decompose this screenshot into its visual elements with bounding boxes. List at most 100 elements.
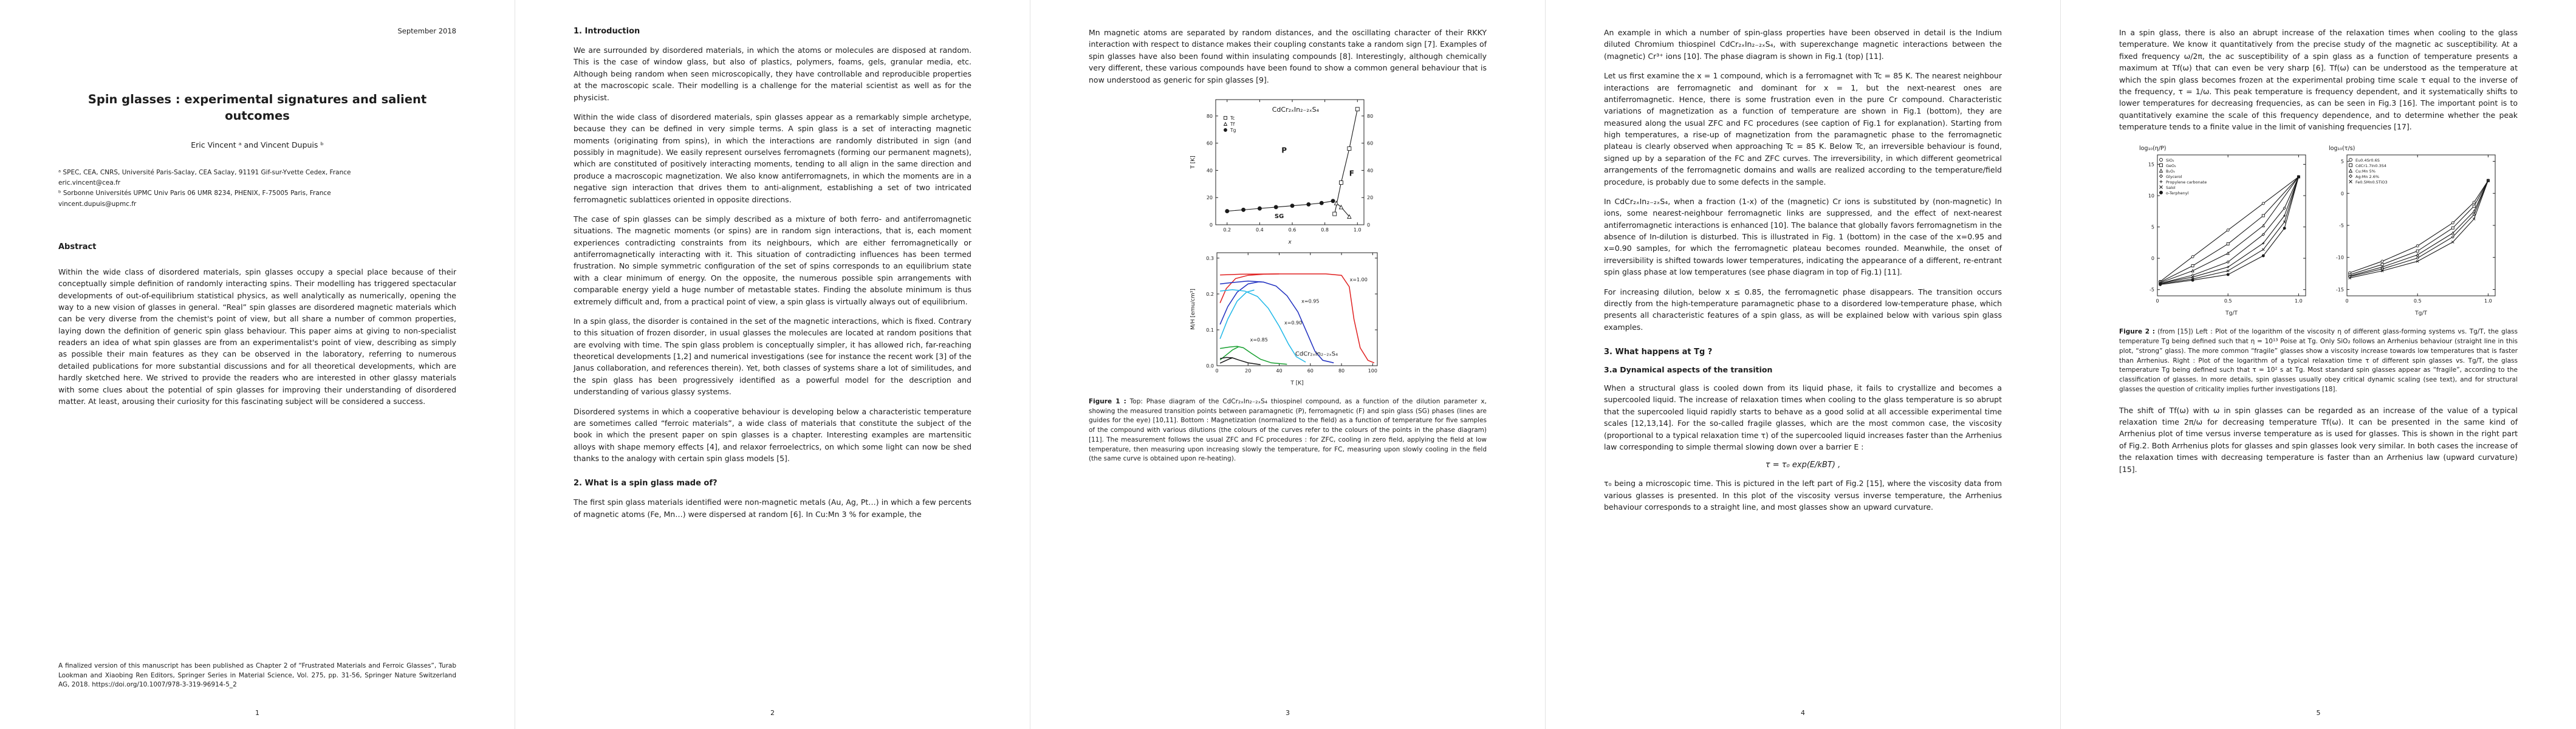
svg-text:0.2: 0.2 (1206, 292, 1214, 297)
svg-text:0: 0 (2341, 191, 2344, 197)
paragraph: Within the wide class of disordered mate… (574, 112, 971, 204)
svg-text:0: 0 (1209, 222, 1212, 228)
svg-text:Propylene carbonate: Propylene carbonate (2166, 180, 2207, 185)
svg-text:40: 40 (1276, 368, 1282, 374)
svg-text:CdCr₂ₓIn₂₋₂ₓS₄: CdCr₂ₓIn₂₋₂ₓS₄ (1272, 106, 1319, 114)
svg-text:x: x (1287, 239, 1292, 245)
section-heading-what-is-a-spin-glass: 2. What is a spin glass made of? (574, 479, 718, 488)
paragraph: Disordered systems in which a cooperativ… (574, 406, 971, 464)
paragraph: The shift of Tf(ω) with ω in spin glasse… (2119, 405, 2518, 474)
svg-text:0.3: 0.3 (1206, 256, 1214, 261)
svg-text:0.4: 0.4 (1256, 227, 1264, 233)
svg-text:Cu:Mn 5%: Cu:Mn 5% (2355, 169, 2376, 174)
figure-2: 0 0.5 1.0 -5 0 5 10 15 Tg/T log₁₀(η/P) SiO₂ GeO₂ B₂O… (2119, 140, 2518, 318)
paragraph: When a structural glass is cooled down f… (1604, 383, 2002, 451)
svg-text:0: 0 (2156, 298, 2159, 304)
author-email: vincent.dupuis@upmc.fr (58, 200, 137, 208)
date: September 2018 (397, 27, 457, 35)
section-heading-what-happens-at-tg: 3. What happens at Tg ? (1604, 347, 1713, 357)
svg-text:80: 80 (1206, 114, 1212, 119)
figure1-magnetization-chart: 0 20 40 60 80 100 0.0 0.1 0.2 0.3 T [K] M/H [emu/cm… (1190, 252, 1377, 386)
svg-text:Tg: Tg (1230, 128, 1236, 133)
page-1: September 2018 Spin glasses : experiment… (0, 0, 515, 729)
page-4: An example in which a number of spin-gla… (1546, 0, 2061, 729)
svg-text:-5: -5 (2339, 223, 2344, 228)
svg-text:log₁₀(τ/s): log₁₀(τ/s) (2329, 145, 2355, 152)
paragraph: Mn magnetic atoms are separated by rando… (1089, 28, 1487, 84)
svg-text:-10: -10 (2336, 255, 2344, 261)
svg-text:0.6: 0.6 (1288, 227, 1296, 233)
page-number: 3 (1286, 709, 1290, 717)
svg-text:Tf: Tf (1230, 122, 1235, 127)
svg-text:x=0.85: x=0.85 (1250, 337, 1267, 343)
svg-text:60: 60 (1206, 141, 1212, 146)
svg-text:CdCr₂ₓIn₂₋₂ₓS₄: CdCr₂ₓIn₂₋₂ₓS₄ (1295, 351, 1337, 357)
svg-text:5: 5 (2151, 225, 2154, 230)
svg-text:B₂O₃: B₂O₃ (2166, 169, 2175, 174)
paragraph: Let us first examine the x = 1 compound,… (1604, 71, 2002, 187)
svg-text:0: 0 (2151, 256, 2154, 262)
svg-text:T [K]: T [K] (1290, 380, 1303, 386)
svg-text:0.1: 0.1 (1206, 327, 1214, 333)
abstract-text: Within the wide class of disordered mate… (58, 267, 456, 406)
svg-text:CdCr1.7In0.3S4: CdCr1.7In0.3S4 (2355, 163, 2386, 168)
author-email: eric.vincent@cea.fr (58, 179, 121, 187)
svg-text:SiO₂: SiO₂ (2166, 158, 2174, 163)
figure2-caption-text: (from [15]) Left : Plot of the logarithm… (2119, 328, 2518, 393)
svg-text:0.0: 0.0 (1206, 363, 1214, 369)
svg-text:Eu0.4Sr0.6S: Eu0.4Sr0.6S (2355, 158, 2380, 163)
svg-text:x=0.95: x=0.95 (1301, 299, 1319, 304)
svg-text:5: 5 (2341, 159, 2344, 165)
svg-text:15: 15 (2148, 162, 2154, 168)
abstract-heading: Abstract (58, 242, 97, 252)
page-3: Mn magnetic atoms are separated by rando… (1030, 0, 1546, 729)
page-number: 5 (2316, 709, 2321, 717)
svg-text:x=0.90: x=0.90 (1284, 320, 1301, 326)
svg-text:1.0: 1.0 (2295, 298, 2303, 304)
paragraph: τ₀ being a microscopic time. This is pic… (1604, 479, 2002, 512)
figure2-viscosity-chart: 0 0.5 1.0-5051015Tg/Tlog₁₀(η/P)SiO₂GeO₂B₂O… (2139, 145, 2306, 317)
figure1-phase-diagram-chart: 0.2 0.4 0.6 0.8 1.0 0 0 20 20 40 40 60 60 80 80 x T [K] C… (1190, 99, 1373, 245)
svg-text:T [K]: T [K] (1190, 156, 1196, 169)
svg-text:Salol: Salol (2166, 185, 2176, 190)
paragraph: We are surrounded by disordered material… (574, 46, 971, 102)
paragraph: The case of spin glasses can be simply d… (574, 214, 971, 306)
svg-text:0: 0 (1215, 368, 1218, 374)
paragraph: For increasing dilution, below x ≤ 0.85,… (1604, 287, 2002, 332)
svg-text:o-Terphenyl: o-Terphenyl (2166, 191, 2189, 196)
svg-text:Tg/T: Tg/T (2225, 310, 2238, 317)
svg-text:0.5: 0.5 (2414, 298, 2422, 304)
svg-text:80: 80 (1367, 114, 1373, 119)
section-heading-introduction: 1. Introduction (574, 27, 640, 36)
paragraph: In a spin glass, the disorder is contain… (574, 316, 971, 397)
svg-text:1.0: 1.0 (1353, 227, 1361, 233)
svg-text:60: 60 (1367, 141, 1373, 146)
page-number: 2 (770, 709, 775, 717)
page-number: 1 (255, 709, 259, 717)
svg-text:GeO₂: GeO₂ (2166, 163, 2176, 168)
authors: Eric Vincent ᵃ and Vincent Dupuis ᵇ (191, 140, 324, 149)
paragraph: An example in which a number of spin-gla… (1604, 28, 2002, 61)
page-5: In a spin glass, there is also an abrupt… (2061, 0, 2576, 729)
svg-text:1.0: 1.0 (2484, 298, 2492, 304)
publication-footnote: A finalized version of this manuscript h… (58, 662, 456, 689)
svg-text:-5: -5 (2150, 287, 2154, 293)
figure2-caption-label: Figure 2 : (2119, 328, 2155, 336)
svg-text:log₁₀(η/P): log₁₀(η/P) (2139, 145, 2166, 152)
svg-text:80: 80 (1338, 368, 1344, 374)
arrhenius-equation: τ = τ₀ exp(E/kBT) , (1765, 460, 1841, 470)
affiliation-line: ᵃ SPEC, CEA, CNRS, Université Paris-Sacl… (58, 168, 351, 176)
subsection-heading-dynamical-aspects: 3.a Dynamical aspects of the transition (1604, 365, 1773, 374)
svg-text:100: 100 (1368, 368, 1377, 374)
svg-text:0.5: 0.5 (2224, 298, 2232, 304)
figure2-relaxation-time-chart: 0 0.5 1.0 -15 -10 -5 0 5 Tg/T log₁₀(τ/s) Eu0.4Sr0.… (2329, 145, 2496, 317)
affiliations: ᵃ SPEC, CEA, CNRS, Université Paris-Sacl… (58, 168, 456, 210)
svg-text:-15: -15 (2336, 287, 2344, 293)
svg-text:F: F (1349, 169, 1354, 177)
svg-text:40: 40 (1367, 168, 1373, 173)
svg-text:20: 20 (1206, 195, 1212, 200)
paragraph: In a spin glass, there is also an abrupt… (2119, 28, 2518, 131)
svg-text:Ag:Mn 2.6%: Ag:Mn 2.6% (2355, 174, 2379, 179)
figure1-caption-label: Figure 1 : (1089, 397, 1126, 405)
